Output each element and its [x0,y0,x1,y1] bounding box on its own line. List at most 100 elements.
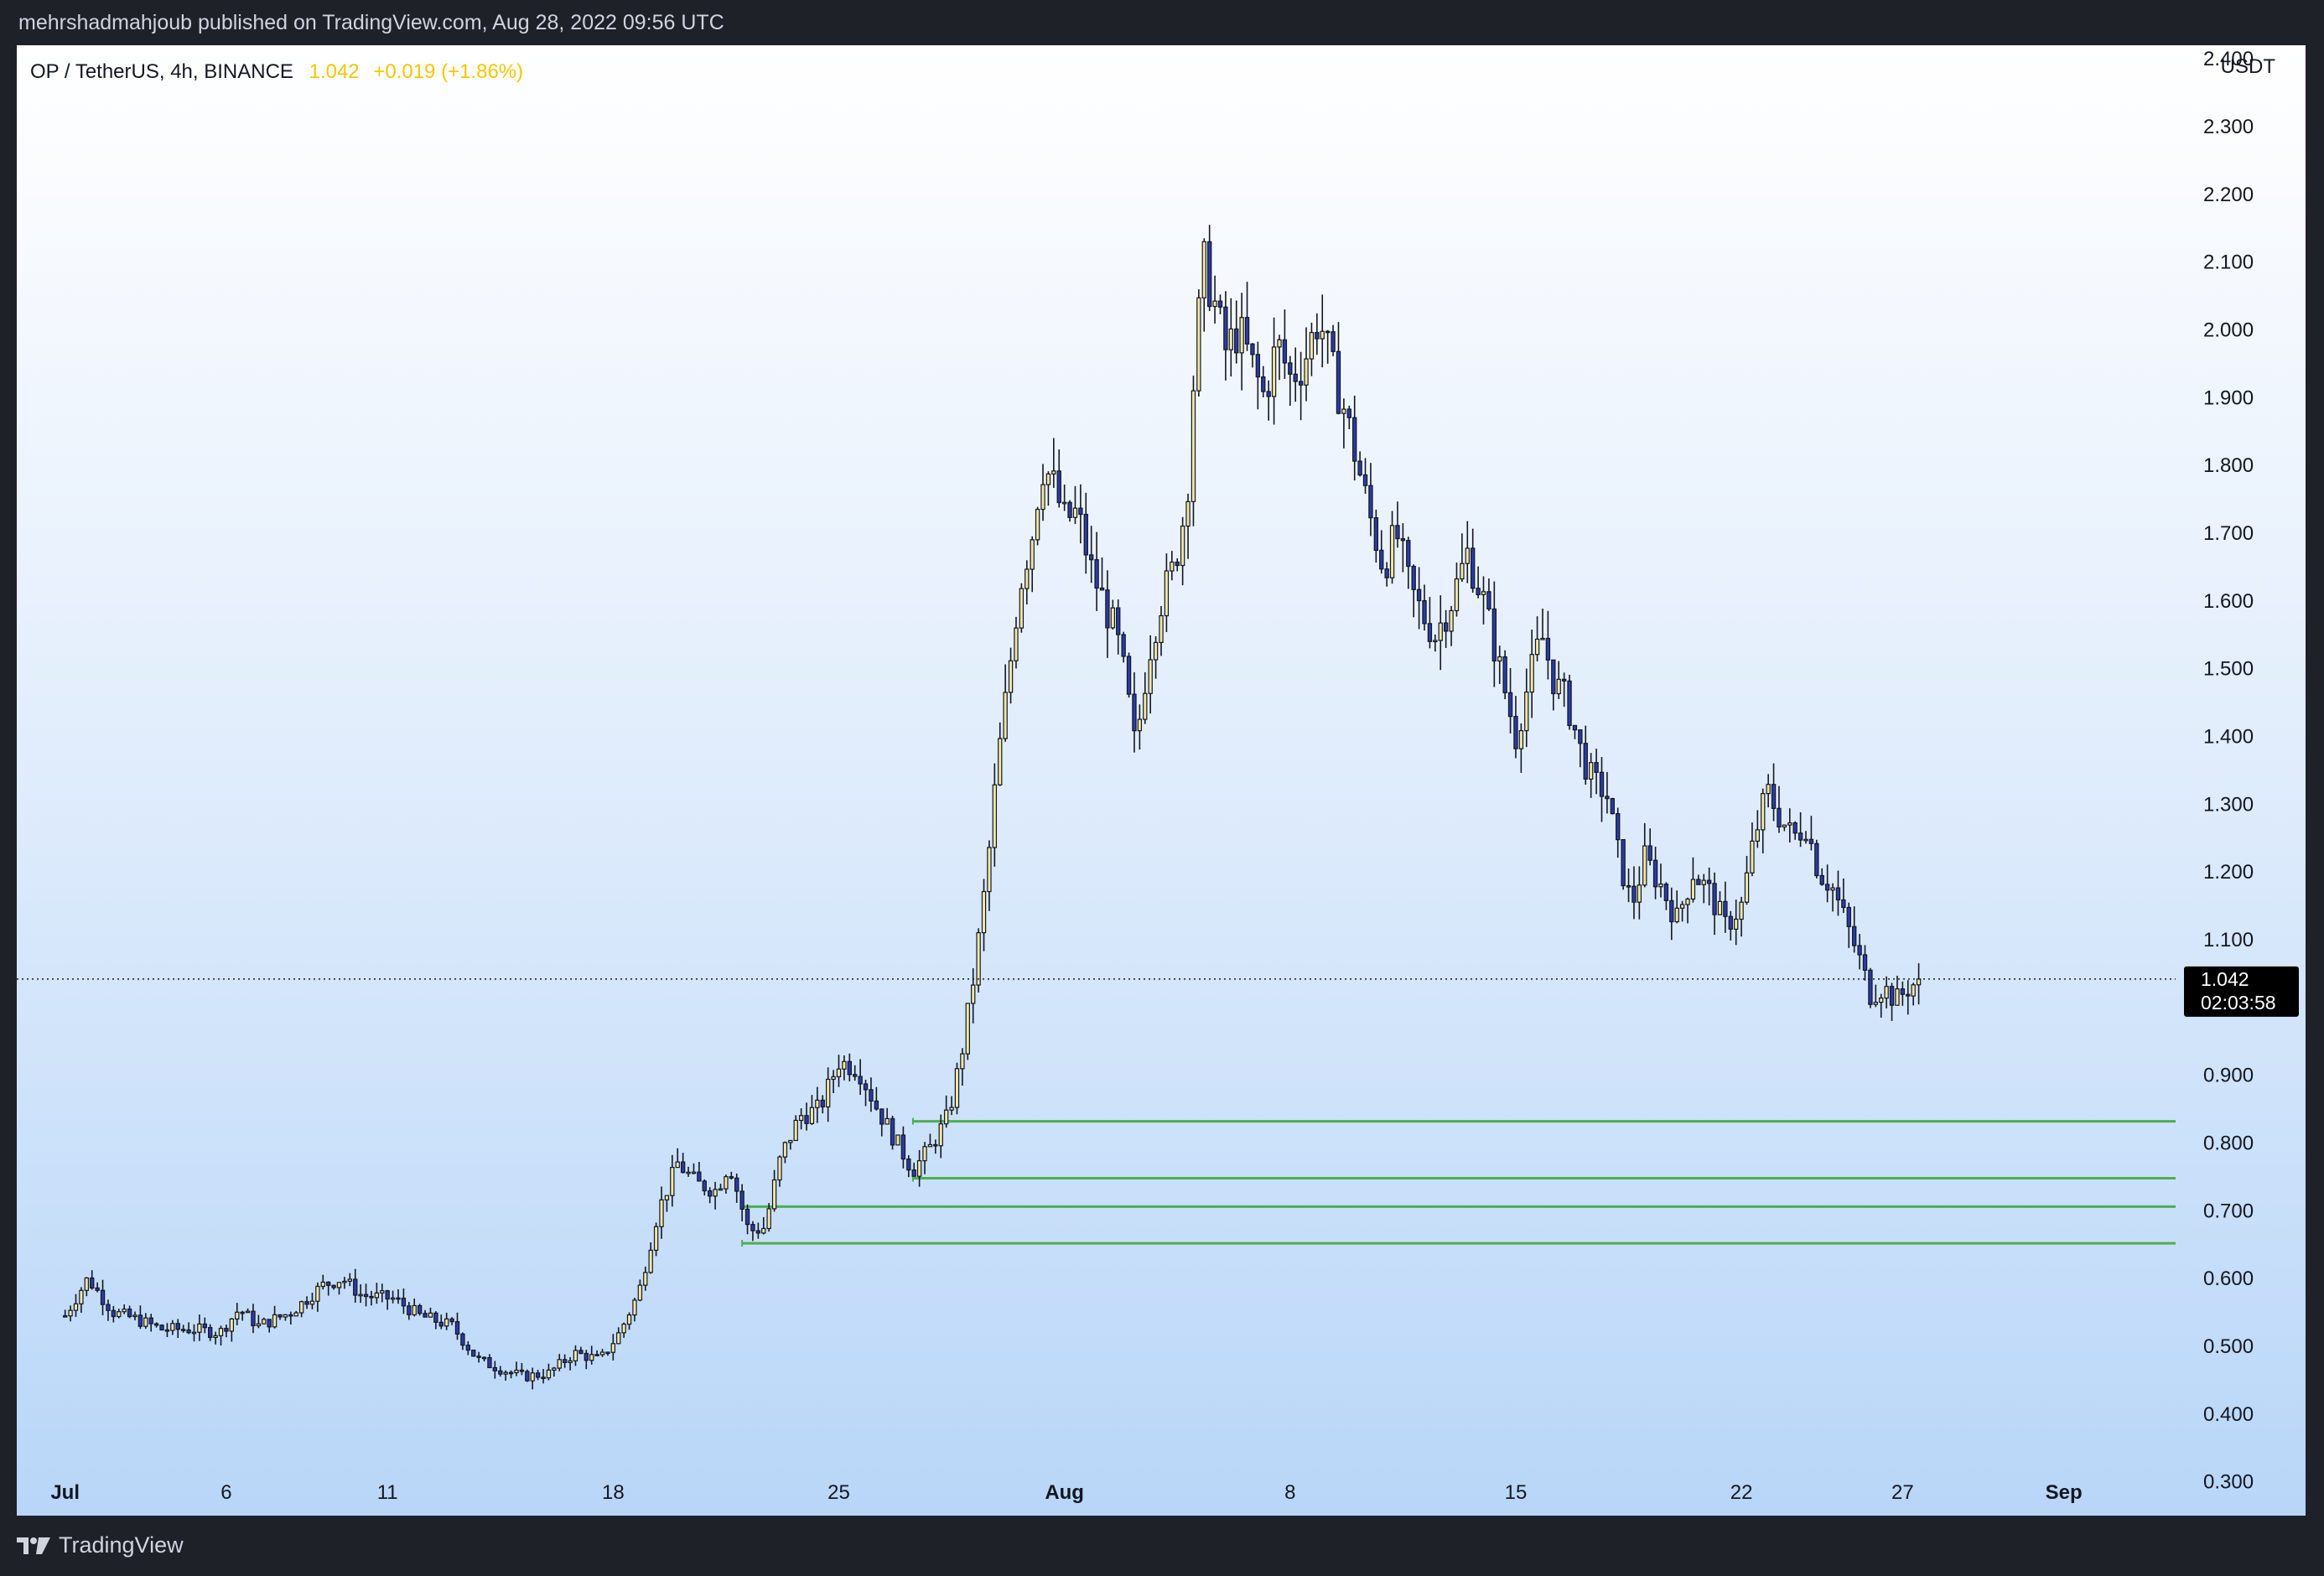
x-tick-label: 25 [827,1481,850,1504]
candle-body [691,1171,697,1174]
candle-body [605,1351,610,1355]
candle-body [111,1309,117,1318]
candle-body [1373,517,1379,552]
x-tick-label: 11 [377,1481,398,1504]
time-axis[interactable]: Jul 6 11 18 25 Aug 8 15 22 27 Sep [50,1481,2082,1504]
candle-body [809,1107,815,1124]
candle-body [508,1371,514,1375]
candle-body [428,1312,433,1318]
candle-body [1814,842,1819,877]
candle-body [1679,904,1685,909]
candle-body [1605,796,1610,800]
candle-body [1175,561,1180,567]
candle-body [79,1289,84,1304]
candle-body [943,1109,949,1125]
chart-frame[interactable]: 0.300 0.400 0.500 0.600 0.700 0.800 0.900 1.100… [17,45,2306,1516]
candle-body [191,1331,197,1335]
candle-body [1642,845,1647,886]
candle-body [1701,879,1706,885]
candle-body [1406,540,1411,568]
tradingview-brand[interactable]: TradingView [17,1532,184,1558]
candle-body [578,1350,584,1355]
candle-body [1089,554,1094,561]
candle-body [777,1156,782,1181]
candle-body [1293,373,1298,382]
candle-body [1734,918,1739,931]
candle-body [1180,525,1185,567]
candle-body [599,1351,605,1356]
candle-body [729,1176,734,1179]
candle-body [1696,879,1701,885]
candle-body [1201,241,1206,298]
candle-body [1035,508,1040,541]
candle-body [175,1323,180,1330]
candle-body [1594,762,1599,773]
candle-body [293,1312,298,1317]
candle-body [1025,568,1030,589]
candle-body [1471,547,1476,589]
candle-body [1739,901,1744,920]
candle-body [1900,988,1906,995]
candle-body [1196,297,1201,391]
candle-body [1304,358,1309,386]
candle-body [73,1303,79,1311]
y-tick-label: 0.800 [2203,1132,2254,1154]
price-chart[interactable]: 0.300 0.400 0.500 0.600 0.700 0.800 0.900 1.100… [17,45,2306,1516]
candle-body [1906,993,1911,997]
symbol-legend[interactable]: OP / TetherUS, 4h, BINANCE 1.042 +0.019 … [30,60,523,84]
candle-body [514,1369,519,1374]
candle-body [1148,659,1153,694]
candle-body [1690,879,1696,900]
candle-body [1540,637,1545,640]
candle-body [380,1290,385,1294]
candle-body [1481,591,1486,595]
x-tick-label: 22 [1730,1481,1753,1504]
candle-body [498,1370,503,1375]
candle-body [1449,609,1454,632]
candle-body [412,1304,417,1315]
candle-body [1056,470,1061,504]
candle-body [965,1003,970,1055]
candle-body [1744,872,1750,903]
candle-body [836,1068,842,1078]
candle-body [417,1304,423,1314]
candle-body [62,1314,68,1318]
candle-body [1094,559,1099,589]
candle-body [1669,899,1674,923]
candle-body [320,1281,325,1288]
candle-body [1159,614,1164,644]
candle-body [1476,588,1481,595]
candle-body [1637,884,1642,903]
candle-body [734,1177,739,1192]
candle-body [568,1360,573,1363]
legend-price: 1.042 [309,60,360,83]
candle-body [1250,343,1255,355]
candle-body [938,1123,943,1147]
candle-body [1234,328,1239,354]
y-tick-label: 2.100 [2203,251,2254,274]
candle-body [1008,660,1014,693]
price-axis[interactable]: 0.300 0.400 0.500 0.600 0.700 0.800 0.900 1.100… [2203,48,2254,1493]
candle-body [1217,300,1223,308]
candle-body [1261,376,1266,392]
candle-body [530,1372,535,1382]
candle-body [1320,330,1325,340]
candle-body [143,1317,148,1327]
candle-body [1868,969,1873,1005]
candle-body [1099,587,1105,591]
candle-body [610,1343,616,1353]
candle-body [1110,607,1116,629]
candle-body [1282,339,1288,364]
candle-body [971,984,976,1004]
candle-body [235,1311,240,1319]
candle-body [1185,500,1191,527]
candle-body [675,1161,680,1169]
candle-body [724,1176,729,1190]
candle-body [1545,637,1551,661]
candle-body [1045,473,1051,485]
candle-body [122,1309,127,1313]
candle-body [793,1119,798,1142]
y-tick-label: 0.900 [2203,1065,2254,1087]
candle-body [713,1189,718,1197]
candle-body [927,1143,933,1148]
